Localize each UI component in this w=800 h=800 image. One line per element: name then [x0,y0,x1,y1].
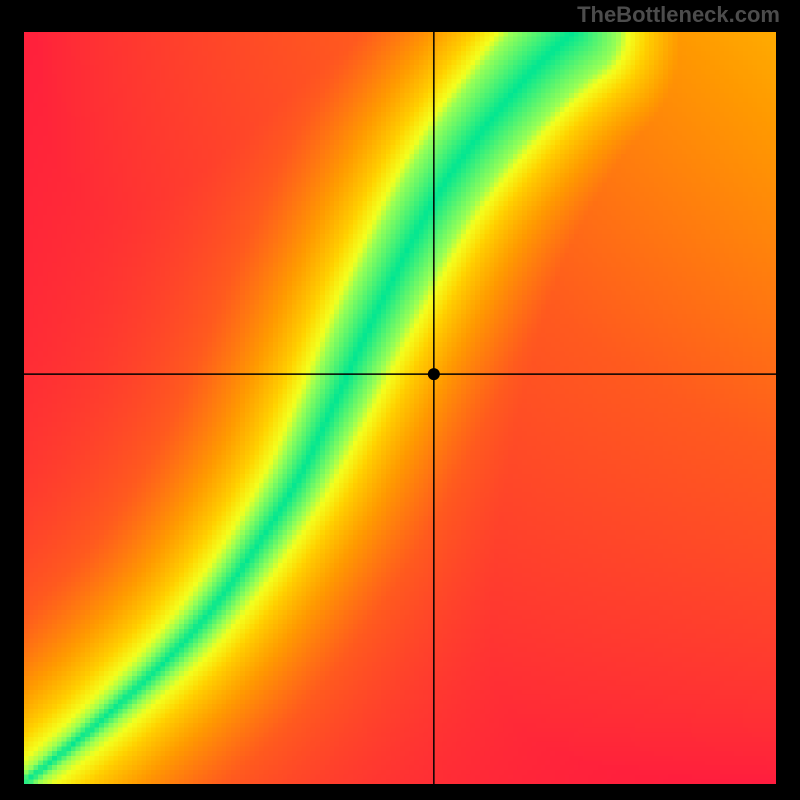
attribution-text: TheBottleneck.com [577,2,780,28]
bottleneck-heatmap [24,32,776,784]
figure-container: TheBottleneck.com [0,0,800,800]
